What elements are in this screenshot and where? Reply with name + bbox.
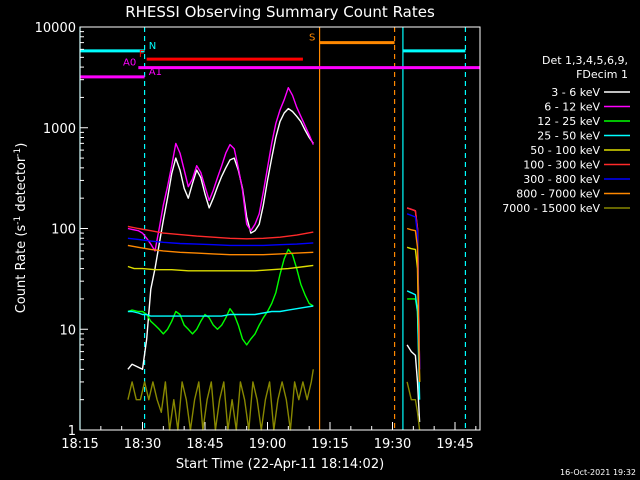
legend-label-6: 300 - 800 keV bbox=[523, 173, 600, 186]
x-tick-label-0: 18:15 bbox=[61, 437, 98, 452]
series-line-0-seg-1 bbox=[406, 344, 421, 423]
state-label-A0: A0 bbox=[123, 58, 136, 69]
legend-label-2: 12 - 25 keV bbox=[537, 115, 600, 128]
y-tick-label-4: 10000 bbox=[35, 21, 76, 36]
x-tick-label-5: 19:30 bbox=[374, 437, 411, 452]
state-bars: N S FA0 A1 bbox=[80, 33, 480, 79]
state-label-A1: A1 bbox=[149, 67, 162, 78]
y-axis-ticks: 1 10 100 1000 10000 bbox=[35, 21, 88, 439]
y-axis-label: Count Rate (s-1 detector-1) bbox=[13, 143, 29, 314]
series-line-5-seg-0 bbox=[127, 225, 314, 240]
y-tick-label-3: 1000 bbox=[43, 122, 76, 137]
legend-label-3: 25 - 50 keV bbox=[537, 130, 600, 143]
legend-label-7: 800 - 7000 keV bbox=[516, 188, 600, 201]
legend-label-8: 7000 - 15000 keV bbox=[502, 202, 600, 215]
series-line-0-seg-0 bbox=[127, 107, 314, 370]
x-tick-label-2: 18:45 bbox=[186, 437, 223, 452]
footer-timestamp: 16-Oct-2021 19:32 bbox=[560, 468, 636, 477]
series-line-7-seg-1 bbox=[406, 227, 421, 382]
x-tick-label-1: 18:30 bbox=[124, 437, 161, 452]
x-tick-label-4: 19:15 bbox=[311, 437, 348, 452]
series-line-4-seg-0 bbox=[127, 264, 314, 272]
state-label-S: S bbox=[309, 33, 315, 44]
legend-header-2: FDecim 1 bbox=[576, 68, 628, 81]
series-line-1-seg-0 bbox=[127, 86, 314, 252]
y-tick-label-1: 10 bbox=[59, 323, 76, 338]
legend-label-1: 6 - 12 keV bbox=[544, 101, 600, 114]
series-lines bbox=[127, 86, 421, 431]
legend-label-5: 100 - 300 keV bbox=[523, 159, 600, 172]
legend-label-4: 50 - 100 keV bbox=[530, 144, 600, 157]
y-tick-label-0: 1 bbox=[68, 424, 76, 439]
x-tick-label-3: 19:00 bbox=[249, 437, 286, 452]
y-tick-label-2: 100 bbox=[51, 223, 76, 238]
legend: Det 1,3,4,5,6,9, FDecim 1 3 - 6 keV 6 - 1… bbox=[502, 54, 630, 215]
state-label-N: N bbox=[149, 41, 156, 52]
chart-title: RHESSI Observing Summary Count Rates bbox=[125, 3, 435, 21]
series-line-8-seg-1 bbox=[406, 381, 421, 431]
legend-header-1: Det 1,3,4,5,6,9, bbox=[542, 54, 628, 67]
x-tick-label-6: 19:45 bbox=[436, 437, 473, 452]
series-line-3-seg-0 bbox=[127, 305, 314, 317]
series-line-6-seg-0 bbox=[127, 237, 314, 247]
series-line-8-seg-0 bbox=[127, 369, 314, 431]
series-line-7-seg-0 bbox=[127, 244, 314, 256]
series-line-2-seg-0 bbox=[127, 248, 314, 346]
x-axis-label: Start Time (22-Apr-11 18:14:02) bbox=[176, 457, 384, 472]
legend-label-0: 3 - 6 keV bbox=[551, 86, 600, 99]
state-label-F: F bbox=[139, 49, 145, 60]
x-axis-ticks: 18:15 18:30 18:45 19:00 19:15 19:30 19:45 bbox=[61, 422, 477, 452]
